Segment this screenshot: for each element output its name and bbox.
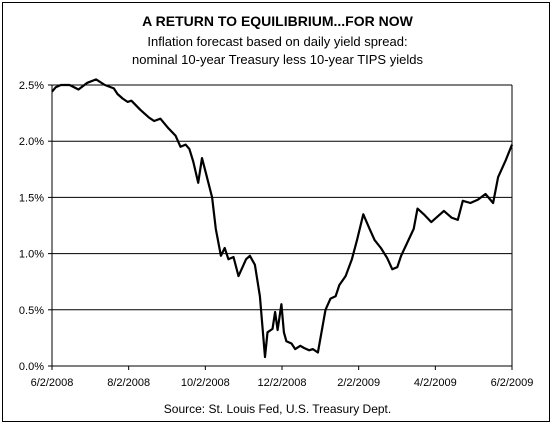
chart-subtitle-line-1: Inflation forecast based on daily yield … — [147, 34, 408, 49]
chart-title: A RETURN TO EQUILIBRIUM...FOR NOW — [142, 13, 413, 29]
chart-source: Source: St. Louis Fed, U.S. Treasury Dep… — [163, 402, 392, 416]
x-tick-label: 12/2/2008 — [258, 377, 307, 389]
x-tick-label: 2/2/2009 — [337, 377, 380, 389]
x-tick-label: 4/2/2009 — [414, 377, 457, 389]
y-tick-label: 2.0% — [19, 136, 44, 148]
x-tick-label: 6/2/2008 — [31, 377, 74, 389]
y-tick-label: 2.5% — [19, 80, 44, 92]
chart-subtitle-line-2: nominal 10-year Treasury less 10-year TI… — [132, 52, 423, 67]
y-tick-label: 0.5% — [19, 305, 44, 317]
x-tick-label: 6/2/2009 — [491, 377, 534, 389]
series-line — [51, 78, 514, 359]
x-tick-label: 8/2/2008 — [107, 377, 150, 389]
x-tick-label: 10/2/2008 — [181, 377, 230, 389]
y-tick-label: 1.5% — [19, 192, 44, 204]
y-tick-label: 1.0% — [19, 249, 44, 261]
chart-frame — [2, 2, 550, 422]
y-tick-label: 0.0% — [19, 361, 44, 373]
